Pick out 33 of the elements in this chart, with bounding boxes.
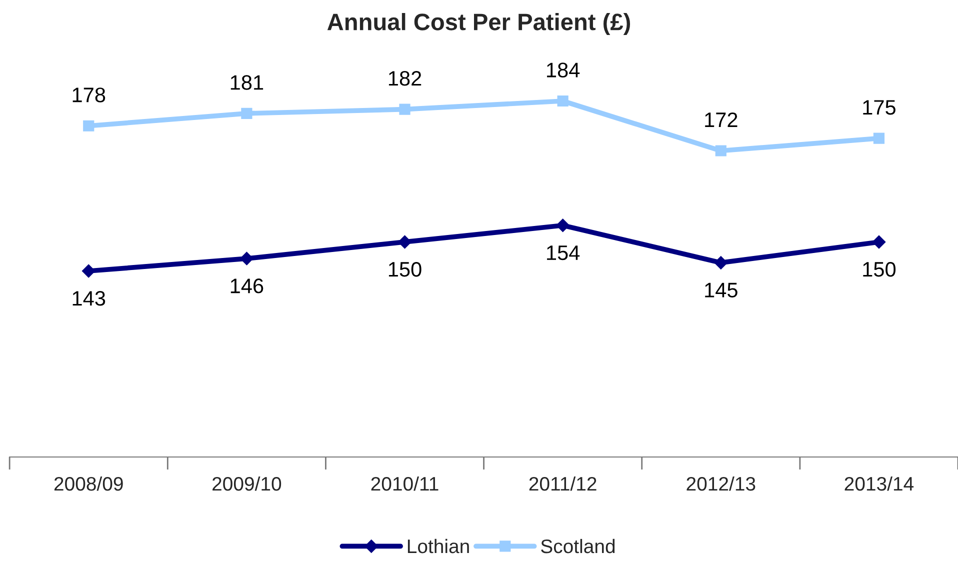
data-label: 146 bbox=[230, 278, 264, 294]
data-label: 184 bbox=[547, 62, 580, 78]
point bbox=[82, 264, 96, 278]
x-tick-label: 2013/14 bbox=[844, 476, 914, 491]
data-label: 150 bbox=[863, 262, 896, 277]
x-tick-label: 2009/10 bbox=[212, 476, 282, 491]
point bbox=[241, 108, 252, 119]
chart-title: Annual Cost Per Patient (£) bbox=[327, 12, 630, 36]
data-label: 175 bbox=[863, 100, 896, 115]
x-tick-label: 2011/12 bbox=[529, 476, 596, 491]
legend-label: Lothian bbox=[408, 538, 469, 554]
data-label: 182 bbox=[388, 70, 422, 86]
point bbox=[873, 132, 885, 144]
point bbox=[557, 95, 568, 107]
x-tick-label: 2012/13 bbox=[686, 476, 756, 491]
data-label: 181 bbox=[230, 75, 264, 90]
point bbox=[398, 235, 412, 249]
x-tick-label: 2008/09 bbox=[54, 476, 123, 491]
point bbox=[240, 252, 254, 266]
data-label: 143 bbox=[72, 290, 106, 306]
point bbox=[556, 218, 570, 232]
point bbox=[715, 145, 726, 156]
data-label: 145 bbox=[705, 282, 738, 298]
data-label: 150 bbox=[388, 262, 422, 277]
legend-label: Scotland bbox=[541, 538, 615, 554]
point bbox=[83, 120, 94, 132]
data-label: 154 bbox=[547, 246, 580, 260]
point bbox=[714, 256, 728, 270]
x-tick-label: 2010/11 bbox=[371, 476, 438, 491]
data-label: 178 bbox=[72, 88, 106, 102]
point bbox=[399, 104, 410, 115]
point bbox=[872, 235, 886, 249]
data-label: 172 bbox=[705, 112, 738, 127]
